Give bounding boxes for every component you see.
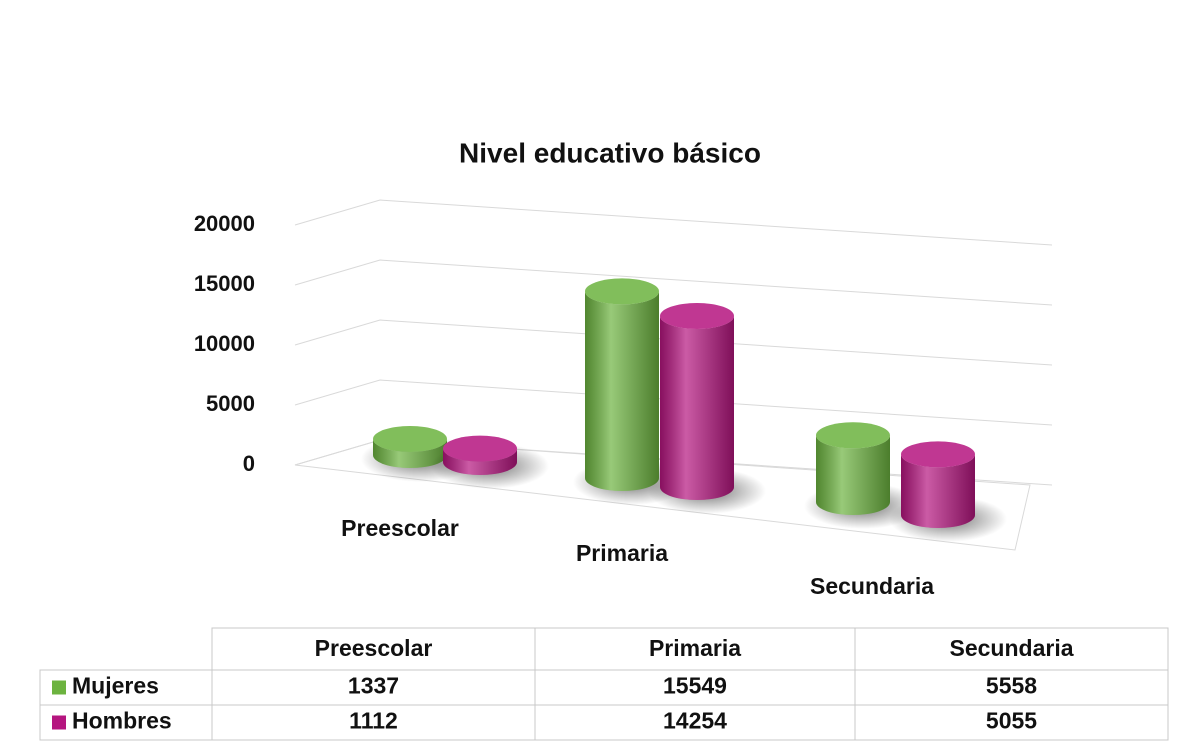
grid-line: [294, 259, 1053, 306]
bar-top: [816, 422, 890, 449]
bar-top-shade: [816, 422, 890, 449]
table-cell: 1337: [348, 673, 399, 699]
x-tick-label: Secundaria: [810, 573, 934, 599]
table-header: Primaria: [649, 635, 741, 661]
bar-top: [585, 278, 659, 305]
bar-shade: [585, 291, 659, 491]
chart-title: Nivel educativo básico: [459, 137, 761, 168]
bar-top: [901, 441, 975, 468]
bar-top: [660, 302, 734, 329]
y-tick-label: 5000: [206, 391, 255, 416]
table-header: Preescolar: [315, 635, 433, 661]
bar-shade: [373, 438, 447, 468]
bar-shade: [660, 315, 734, 500]
y-tick-label: 0: [243, 451, 255, 476]
bar-top-shade: [901, 441, 975, 468]
table-header: Secundaria: [950, 635, 1074, 661]
bar-top: [373, 425, 447, 452]
bar-top-shade: [373, 425, 447, 452]
table-cell: 14254: [663, 708, 727, 734]
bar-top-shade: [585, 278, 659, 305]
grid-line: [294, 319, 1053, 366]
table-cell: 5055: [986, 708, 1037, 734]
legend-swatch: [52, 715, 66, 730]
y-tick-label: 20000: [194, 211, 255, 236]
grid-line: [294, 199, 1053, 246]
x-tick-label: Preescolar: [341, 515, 459, 541]
bar-shade: [816, 435, 890, 515]
x-tick-label: Primaria: [576, 540, 668, 566]
table-cell: 5558: [986, 673, 1037, 699]
bar-top-shade: [443, 435, 517, 462]
legend-label: Mujeres: [72, 673, 159, 699]
bar-shade: [901, 454, 975, 528]
y-tick-label: 10000: [194, 331, 255, 356]
legend-label: Hombres: [72, 708, 172, 734]
bar-top-shade: [660, 302, 734, 329]
table-cell: 1112: [349, 708, 398, 734]
legend-swatch: [52, 680, 66, 695]
y-tick-label: 15000: [194, 271, 255, 296]
bar-shade: [443, 448, 517, 475]
bar-top: [443, 435, 517, 462]
grid-line: [294, 379, 1053, 426]
table-cell: 15549: [663, 673, 727, 699]
